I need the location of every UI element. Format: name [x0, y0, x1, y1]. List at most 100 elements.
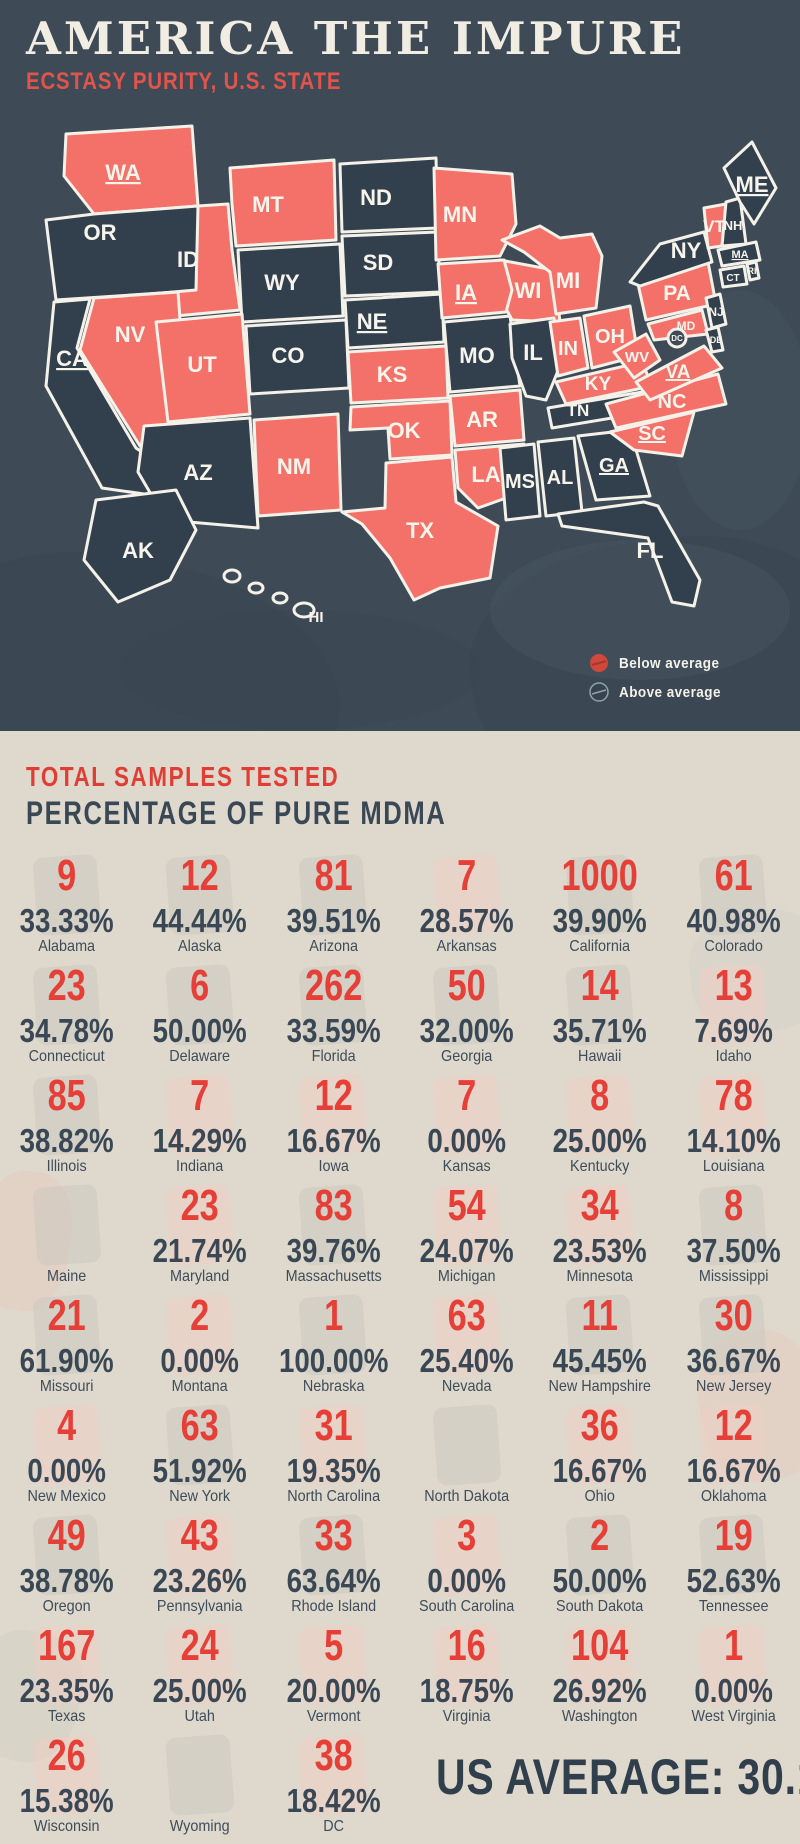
state-de — [704, 325, 725, 354]
state-name: Missouri — [39, 1378, 94, 1395]
state-name: Pennsylvania — [157, 1598, 243, 1615]
stat-cell-montana: 2 0.00% Montana — [133, 1290, 266, 1400]
state-name: Tennessee — [698, 1598, 769, 1615]
samples-count: 30 — [714, 1291, 753, 1340]
purity-percentage: 100.00% — [278, 1342, 389, 1379]
state-name: Wisconsin — [33, 1818, 100, 1835]
state-name: New Jersey — [695, 1378, 771, 1395]
purity-percentage: 44.44% — [152, 902, 247, 939]
state-fl — [556, 500, 702, 608]
page-subtitle: ECSTASY PURITY, U.S. STATE — [26, 68, 342, 95]
purity-percentage — [11, 1234, 123, 1268]
state-label-me: ME — [736, 172, 769, 197]
state-name: Vermont — [306, 1708, 361, 1725]
state-name: Oklahoma — [700, 1488, 767, 1505]
state-name: Wyoming — [170, 1818, 230, 1835]
state-name: South Dakota — [556, 1598, 644, 1615]
state-tx — [340, 455, 500, 602]
us-average-text: US AVERAGE: 30.13 — [435, 1749, 800, 1805]
state-label-hi: HI — [309, 609, 324, 626]
samples-count: 4 — [57, 1401, 77, 1450]
stat-cell-alaska: 12 44.44% Alaska — [133, 850, 266, 960]
state-name: Massachusetts — [285, 1268, 382, 1285]
purity-percentage: 63.64% — [286, 1562, 381, 1599]
samples-count: 104 — [571, 1621, 629, 1670]
state-label-ms: MS — [505, 471, 535, 493]
state-label-pa: PA — [663, 282, 691, 305]
state-nm — [252, 412, 343, 518]
stats-grid: US AVERAGE: 30.13% 9 33.33% Alabama 12 4… — [0, 850, 800, 1840]
state-label-nc: NC — [658, 391, 687, 413]
purity-percentage: 14.29% — [152, 1122, 247, 1159]
purity-percentage: 16.67% — [286, 1122, 381, 1159]
samples-count: 7 — [457, 1071, 477, 1120]
purity-percentage: 37.50% — [686, 1232, 781, 1269]
samples-count: 5 — [323, 1621, 343, 1670]
state-ms — [498, 442, 542, 522]
state-id — [148, 202, 242, 320]
legend-label: Above average — [619, 683, 721, 701]
state-name: Indiana — [176, 1158, 224, 1175]
state-label-ct: CT — [726, 273, 739, 284]
stat-cell-virginia: 16 18.75% Virginia — [400, 1620, 533, 1730]
state-label-ky: KY — [585, 374, 612, 395]
state-mi — [500, 224, 604, 316]
purity-percentage — [411, 1454, 523, 1488]
state-label-wv: WV — [625, 349, 649, 366]
state-label-ok: OK — [388, 418, 421, 443]
state-label-ne: NE — [357, 309, 388, 334]
state-name: Rhode Island — [290, 1598, 376, 1615]
state-name: Oregon — [42, 1598, 91, 1615]
purity-percentage: 28.57% — [419, 902, 514, 939]
state-ma — [716, 240, 762, 268]
stat-cell-new-mexico: 4 0.00% New Mexico — [0, 1400, 133, 1510]
state-label-oh: OH — [595, 326, 625, 348]
stat-cell-washington: 104 26.92% Washington — [533, 1620, 666, 1730]
purity-percentage: 0.00% — [27, 1452, 106, 1489]
state-name: Nevada — [441, 1378, 492, 1395]
state-label-in: IN — [558, 338, 578, 360]
samples-count: 85 — [47, 1071, 86, 1120]
purity-percentage: 39.51% — [286, 902, 381, 939]
purity-percentage: 39.90% — [552, 902, 647, 939]
samples-count: 24 — [180, 1621, 220, 1670]
stat-cell-south-dakota: 2 50.00% South Dakota — [533, 1510, 666, 1620]
samples-count: 83 — [314, 1181, 353, 1230]
stat-cell-missouri: 21 61.90% Missouri — [0, 1290, 133, 1400]
samples-count: 38 — [314, 1731, 353, 1780]
samples-count: 21 — [47, 1291, 86, 1340]
state-name: Arkansas — [436, 938, 497, 955]
state-name: North Dakota — [424, 1488, 510, 1505]
state-name: West Virginia — [691, 1708, 776, 1725]
state-label-az: AZ — [183, 460, 212, 485]
section-heading-percentage: PERCENTAGE OF PURE MDMA — [26, 795, 447, 831]
state-ri — [745, 260, 761, 282]
state-name: Alaska — [178, 938, 222, 955]
state-ny — [628, 230, 714, 288]
purity-percentage: 16.67% — [552, 1452, 647, 1489]
state-me — [722, 140, 778, 226]
stats-section: TOTAL SAMPLES TESTED PERCENTAGE OF PURE … — [0, 731, 800, 1844]
state-label-nj: NJ — [708, 305, 723, 319]
stat-cell-florida: 262 33.59% Florida — [267, 960, 400, 1070]
state-name: DC — [322, 1818, 344, 1835]
state-label-mt: MT — [252, 192, 284, 217]
legend-label: Below average — [619, 654, 720, 672]
state-name: Michigan — [437, 1268, 496, 1285]
purity-percentage: 23.35% — [19, 1672, 114, 1709]
state-label-wa: WA — [105, 160, 141, 185]
state-name: Washington — [562, 1708, 638, 1725]
purity-percentage: 45.45% — [552, 1342, 647, 1379]
state-name: Louisiana — [702, 1158, 765, 1175]
state-mo — [442, 314, 522, 394]
purity-percentage: 24.07% — [419, 1232, 514, 1269]
samples-count: 81 — [314, 851, 353, 900]
hero-section: AMERICA THE IMPURE ECSTASY PURITY, U.S. … — [0, 0, 800, 731]
purity-percentage — [144, 1784, 256, 1818]
samples-count: 12 — [180, 851, 220, 900]
samples-count — [415, 1404, 519, 1448]
state-name: Kansas — [442, 1158, 491, 1175]
purity-percentage: 32.00% — [419, 1012, 514, 1049]
stat-cell-south-carolina: 3 0.00% South Carolina — [400, 1510, 533, 1620]
samples-count: 3 — [457, 1511, 477, 1560]
